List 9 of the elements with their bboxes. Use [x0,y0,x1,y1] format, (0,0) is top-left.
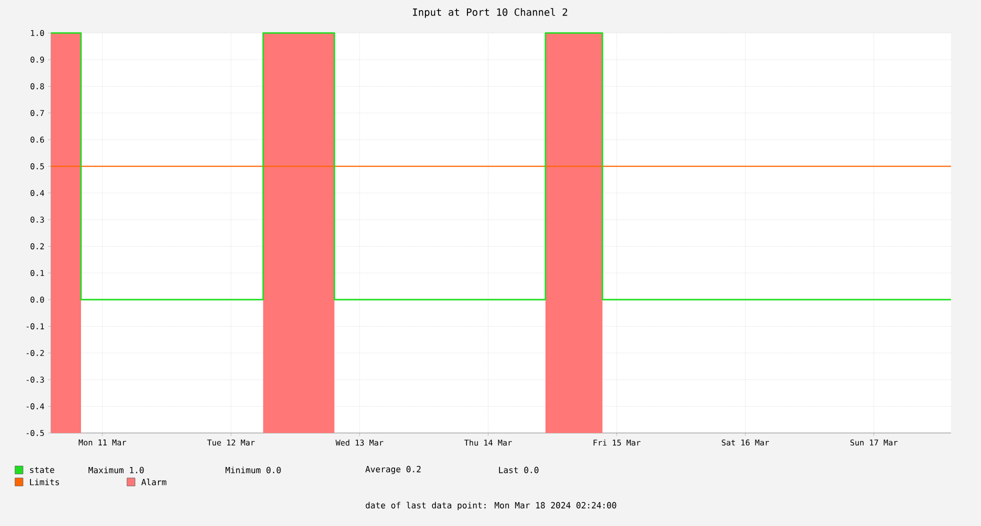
text: Maximum 1.0 [88,466,144,474]
text: Last 0.0 [499,466,538,474]
text: Minimum 0.0 [226,466,281,474]
legend-label: Limits [30,478,59,486]
legend-label: Alarm [141,478,166,486]
text: Average 0.2 [365,466,421,474]
text: date of last data point: Mon Mar 18 2024 02:24:00 [366,502,616,510]
chart-title: Input at Port 10 Channel 2 [413,8,568,18]
legend-label: state [30,466,54,474]
